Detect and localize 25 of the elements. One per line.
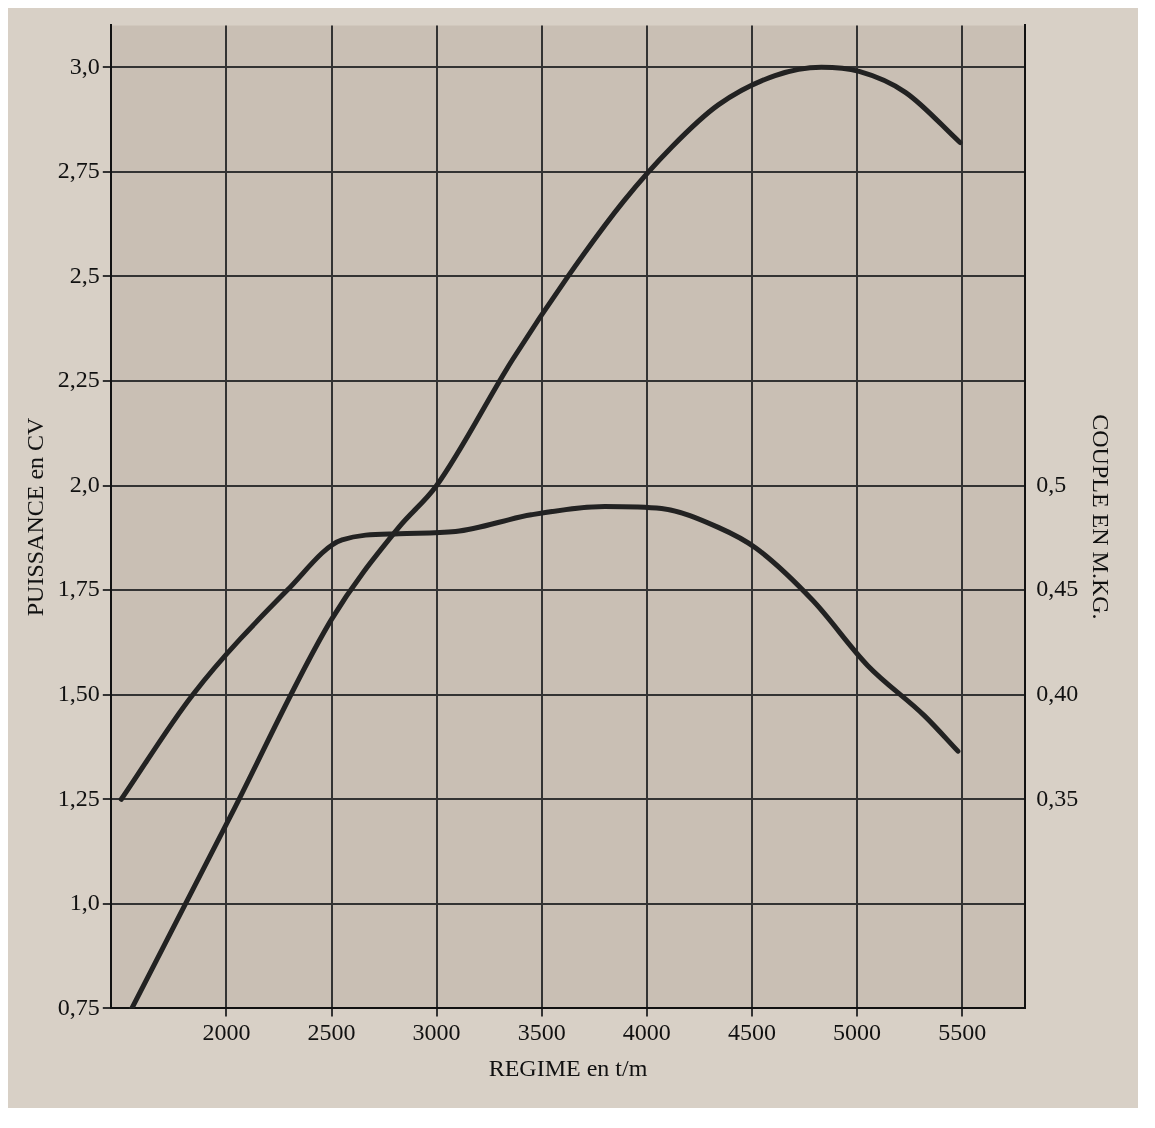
x-tick-label: 3500 xyxy=(517,1019,566,1046)
y-tick-label: 2,75 xyxy=(57,157,100,184)
x-tick-label: 3000 xyxy=(412,1019,461,1046)
x-tick-label: 5500 xyxy=(938,1019,987,1046)
y2-tick-label: 0,40 xyxy=(1036,679,1079,706)
y-axis-title: PUISSANCE en CV xyxy=(21,416,48,617)
x-tick-label: 4000 xyxy=(622,1019,671,1046)
y-tick-label: 2,0 xyxy=(69,470,100,497)
x-axis-title: REGIME en t/m xyxy=(488,1054,648,1081)
y2-tick-label: 0,5 xyxy=(1036,470,1067,497)
y-tick-label: 1,0 xyxy=(69,889,100,916)
y-tick-label: 1,75 xyxy=(57,575,100,602)
x-tick-label: 4500 xyxy=(727,1019,776,1046)
y-tick-label: 0,75 xyxy=(57,993,100,1020)
x-tick-label: 2500 xyxy=(307,1019,356,1046)
y2-tick-label: 0,45 xyxy=(1036,575,1079,602)
y-tick-label: 3,0 xyxy=(69,52,100,79)
y-tick-label: 2,25 xyxy=(57,366,100,393)
x-tick-label: 2000 xyxy=(202,1019,251,1046)
y-tick-label: 2,5 xyxy=(69,261,100,288)
y-tick-label: 1,25 xyxy=(57,784,100,811)
x-tick-label: 5000 xyxy=(833,1019,882,1046)
y2-tick-label: 0,35 xyxy=(1036,784,1079,811)
y2-axis-title: COUPLE EN M.KG. xyxy=(1088,414,1115,620)
y-tick-label: 1,50 xyxy=(57,679,100,706)
